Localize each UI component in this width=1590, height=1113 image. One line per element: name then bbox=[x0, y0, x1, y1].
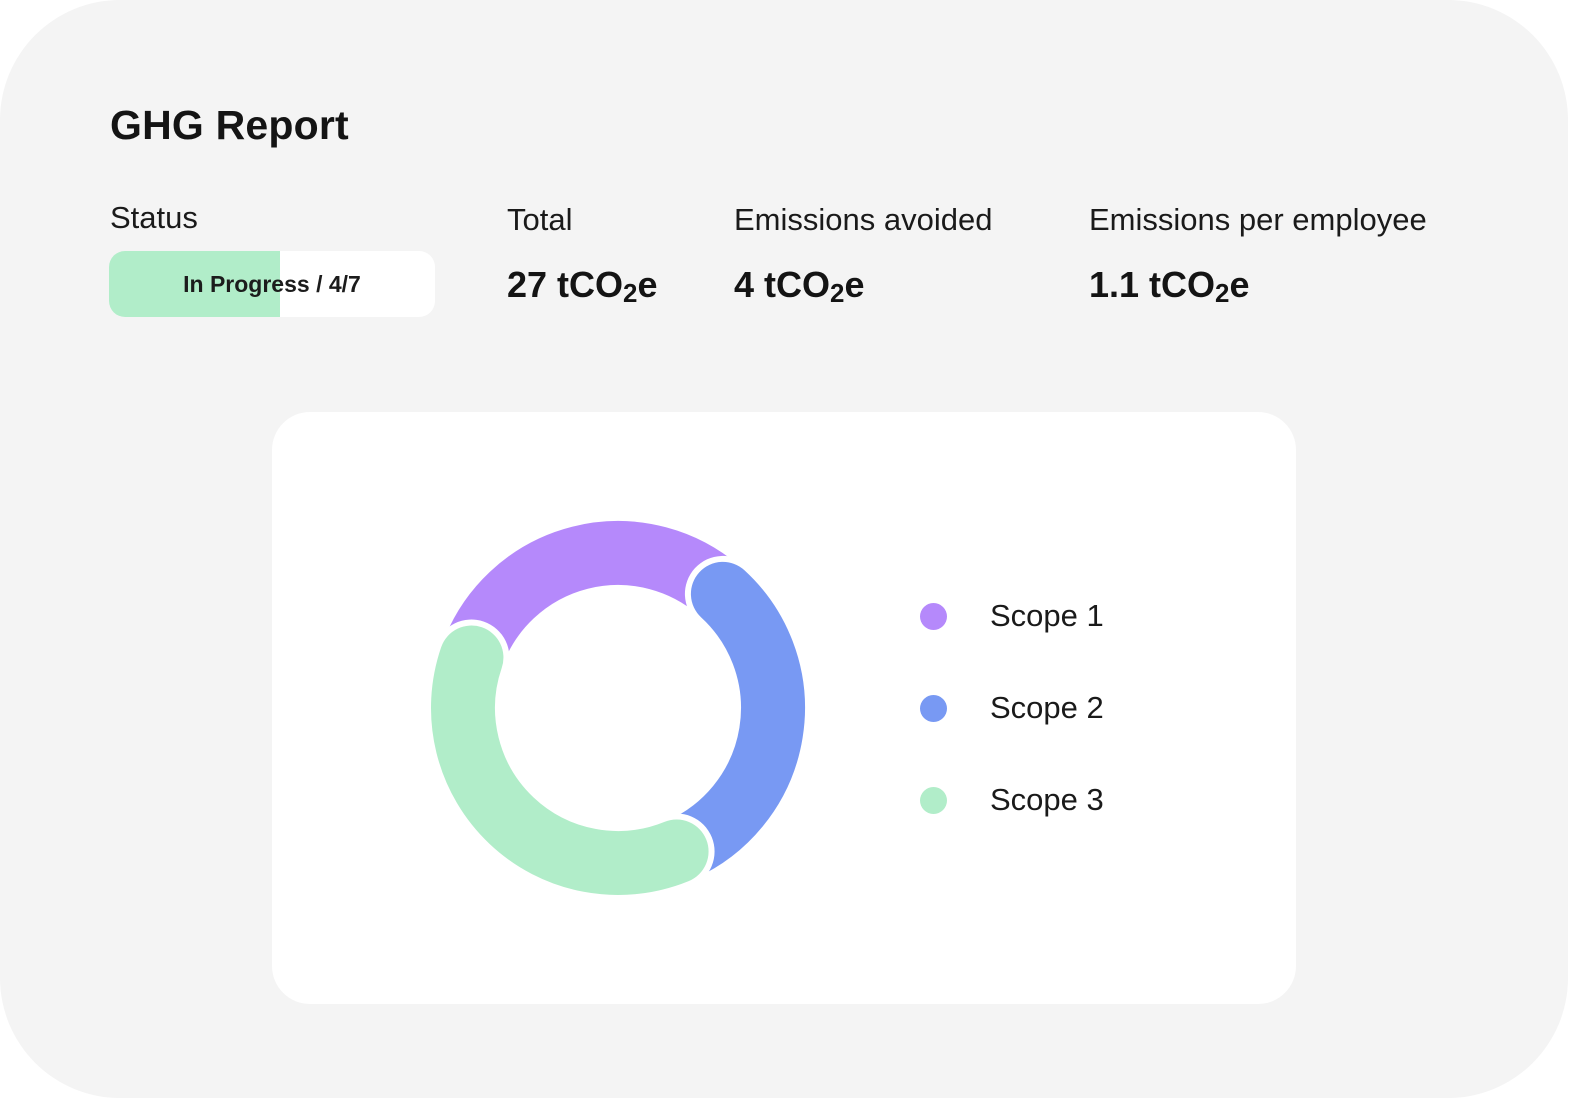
legend-label-scope-2: Scope 2 bbox=[990, 690, 1104, 725]
legend-label-scope-1: Scope 1 bbox=[990, 598, 1104, 633]
legend-item-scope-3: Scope 3 bbox=[920, 780, 1104, 820]
legend-dot-scope-1 bbox=[920, 602, 947, 630]
legend-item-scope-1: Scope 1 bbox=[920, 596, 1104, 636]
emissions-chart-panel: Scope 1 Scope 2 Scope 3 bbox=[272, 412, 1296, 1004]
status-value: In Progress / 4/7 bbox=[183, 270, 361, 297]
total-value: 27 tCO2e bbox=[507, 264, 658, 308]
legend-item-scope-2: Scope 2 bbox=[920, 688, 1104, 728]
page-title: GHG Report bbox=[110, 102, 349, 148]
donut-slice-scope-3 bbox=[431, 625, 709, 895]
ghg-report-card: GHG Report Status In Progress / 4/7 Tota… bbox=[0, 0, 1568, 1098]
scope-donut-chart bbox=[425, 515, 811, 901]
emissions-per-employee-label: Emissions per employee bbox=[1089, 202, 1427, 237]
donut-slice-scope-2 bbox=[649, 561, 805, 882]
legend-dot-scope-2 bbox=[920, 694, 947, 722]
emissions-avoided-label: Emissions avoided bbox=[734, 202, 993, 237]
total-label: Total bbox=[507, 202, 573, 237]
legend-dot-scope-3 bbox=[920, 786, 947, 814]
status-progress-fill bbox=[109, 251, 280, 317]
status-progress-bar: In Progress / 4/7 bbox=[109, 251, 435, 317]
status-label: Status bbox=[110, 200, 198, 235]
emissions-avoided-value: 4 tCO2e bbox=[734, 264, 865, 308]
legend-label-scope-3: Scope 3 bbox=[990, 782, 1104, 817]
donut-slice-scope-1 bbox=[441, 521, 751, 685]
emissions-per-employee-value: 1.1 tCO2e bbox=[1089, 264, 1250, 308]
